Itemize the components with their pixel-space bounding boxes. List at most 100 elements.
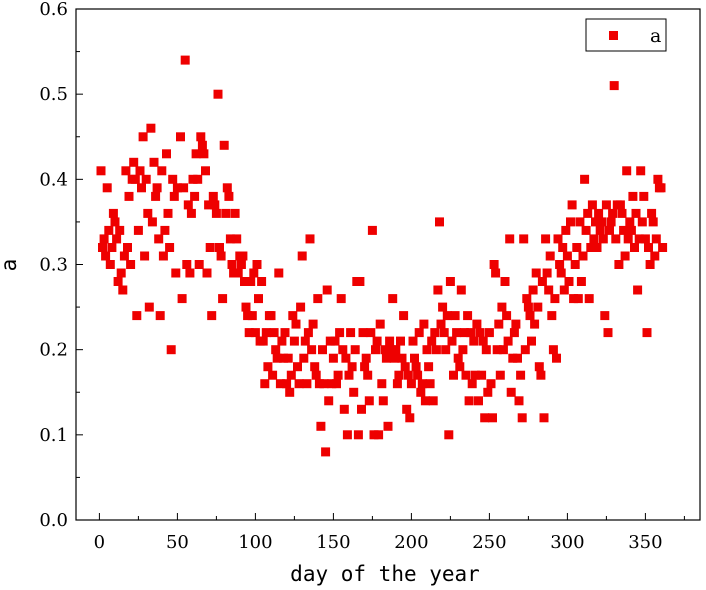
data-point [561,225,571,235]
data-point [286,370,296,380]
y-tick-label: 0.6 [39,0,68,20]
data-point [461,370,471,380]
data-point [583,208,593,218]
data-point [300,336,310,346]
data-point [408,336,418,346]
plot-frame [75,8,701,521]
data-point [483,387,493,397]
data-point [141,174,151,184]
data-point [399,311,409,321]
data-point [378,396,388,406]
data-point [642,328,652,338]
data-point [575,217,585,227]
data-point [213,89,223,99]
data-point [389,353,399,363]
data-point [605,225,614,235]
data-point [645,260,655,269]
data-point [553,234,563,244]
data-point [179,183,189,193]
data-point [494,319,504,329]
data-point [346,328,356,338]
data-point [163,208,173,218]
data-point [165,243,175,252]
data-point [597,217,607,227]
data-point [380,345,390,355]
data-point [405,413,415,423]
data-point [609,81,619,91]
data-point [475,328,485,338]
data-point [119,251,129,261]
data-point [241,302,251,312]
data-point [143,208,153,218]
data-point [467,379,477,389]
data-point [367,225,377,235]
data-point [137,183,146,193]
data-point [366,328,376,338]
data-point [427,336,437,346]
data-point [442,311,452,321]
data-point [592,243,602,252]
data-point [433,285,443,295]
data-point [547,311,557,321]
data-point [252,260,262,269]
data-point [555,260,565,269]
data-point [539,413,549,423]
data-point [182,260,192,269]
data-point [168,174,178,184]
data-point [313,294,323,304]
data-point [503,336,513,346]
data-point [330,336,340,346]
data-point [355,277,365,286]
data-point [358,328,368,338]
data-point [199,149,209,159]
data-point [439,328,449,338]
data-point [523,302,533,312]
data-point [511,319,521,329]
data-point [410,353,419,363]
data-point [658,243,668,252]
x-tick-label: 50 [166,532,189,553]
data-point [636,166,646,176]
data-point [492,345,502,355]
data-point [450,311,460,321]
data-point [383,421,393,431]
data-point [509,328,519,338]
y-tick-label: 0.3 [39,255,68,276]
legend-marker-a [609,31,618,40]
data-point [394,370,404,380]
y-tick-label: 0.4 [39,169,68,190]
data-point [444,430,454,440]
data-point [101,251,111,261]
data-point [133,225,143,235]
data-point [527,336,536,346]
data-point [219,140,229,150]
data-point [489,260,499,269]
data-point [430,328,440,338]
data-point [289,336,299,346]
data-point [615,200,625,210]
data-point [261,328,271,338]
data-point [617,208,627,218]
data-point [363,370,373,380]
data-point [280,328,290,338]
data-point [238,251,248,261]
data-point [545,251,555,261]
data-point [250,328,260,338]
x-tick-label: 100 [238,532,272,553]
ticks-layer [76,8,685,521]
data-point [190,191,200,201]
data-point [130,174,140,184]
data-point [177,294,187,304]
data-point [318,345,327,355]
data-point [640,234,650,244]
data-point [113,277,123,286]
data-point [169,191,179,201]
data-point [105,260,115,269]
data-point [550,294,560,304]
data-point [372,336,382,346]
data-point [158,251,168,261]
data-point [377,379,387,389]
data-point [135,166,145,176]
x-tick-label: 250 [472,532,506,553]
